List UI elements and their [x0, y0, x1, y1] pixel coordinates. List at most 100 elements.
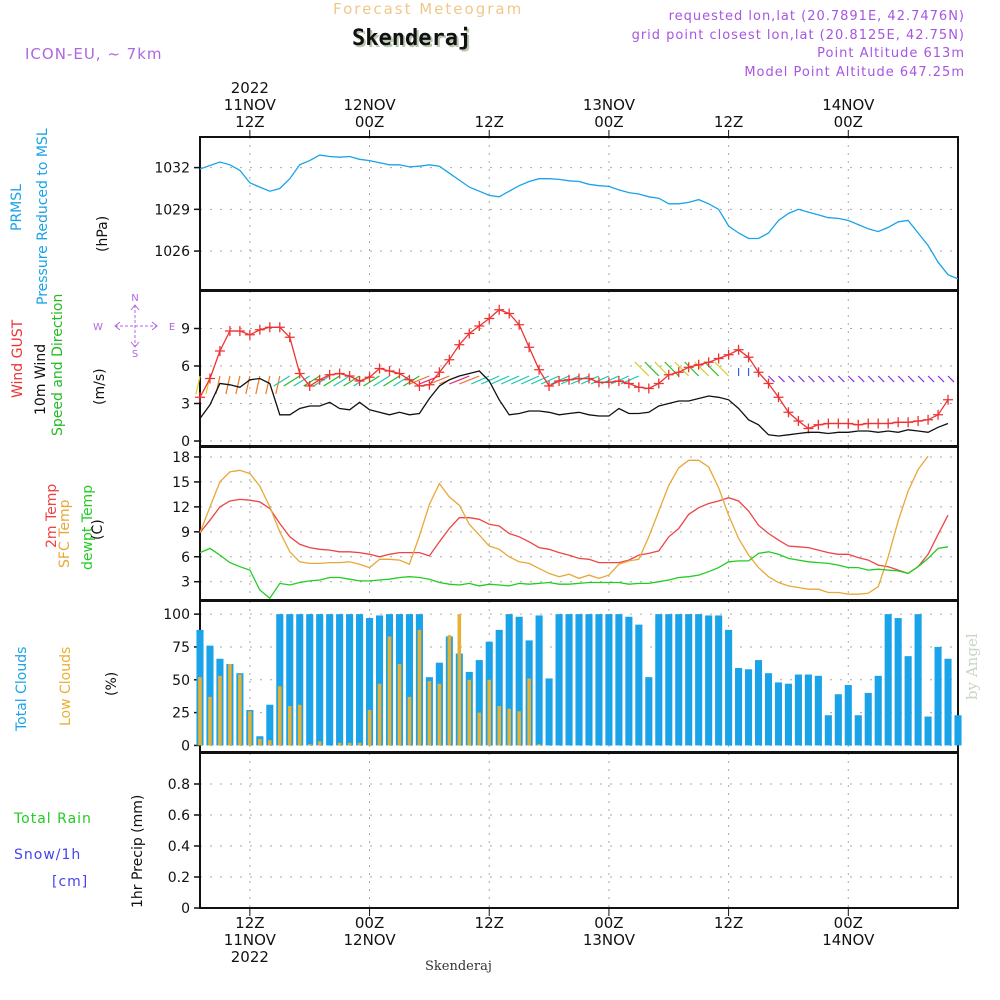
- low-clouds-bar: [228, 664, 232, 746]
- wind-direction-arrow: [867, 375, 875, 383]
- total-clouds-bar: [804, 674, 812, 746]
- low-clouds-bar: [238, 674, 242, 746]
- total-clouds-bar: [754, 660, 763, 746]
- low-clouds-bar: [258, 738, 262, 746]
- total-clouds-bar: [735, 667, 743, 746]
- y-tick-label: 0.4: [168, 839, 190, 855]
- wind-direction-arrow: [927, 375, 935, 383]
- gust-marker: [863, 418, 874, 429]
- low-clouds-bar: [377, 683, 382, 746]
- gust-marker: [454, 339, 465, 350]
- low-clouds-bar: [467, 679, 472, 746]
- gust-marker: [334, 368, 345, 379]
- grid-point-coords: grid point closest lon,lat (20.8125E, 42…: [631, 28, 965, 43]
- total-clouds-bar: [934, 646, 942, 746]
- gust-marker: [773, 392, 784, 403]
- wind-direction-arrow: [947, 375, 955, 383]
- total-clouds-bar: [784, 683, 792, 746]
- total-clouds-bar: [745, 669, 753, 746]
- wind-direction-arrow: [714, 361, 730, 377]
- gust-marker: [195, 392, 205, 403]
- wind-direction-arrow: [807, 375, 815, 383]
- gust-marker: [294, 368, 305, 379]
- wind-direction-arrow: [937, 375, 945, 383]
- gust-marker: [344, 371, 355, 381]
- total-rain-label: Total Rain: [14, 811, 92, 827]
- total-clouds-bar: [844, 685, 852, 746]
- gust-marker: [743, 352, 754, 363]
- total-clouds-bar: [346, 614, 354, 746]
- total-clouds-bar: [545, 678, 553, 746]
- gust-marker: [244, 329, 255, 340]
- gust-marker: [404, 374, 415, 385]
- total-clouds-bar: [894, 618, 902, 746]
- low-clouds-bar: [307, 744, 312, 746]
- y-tick-label: 0: [181, 901, 190, 917]
- x-tick-label-top: 00Z: [594, 113, 623, 131]
- x-tick-label-top: 14NOV: [822, 96, 875, 114]
- wind-direction-arrow: [303, 375, 321, 387]
- x-tick-label-top: 2022: [231, 79, 269, 97]
- total-clouds-bar: [495, 629, 503, 746]
- y-tick-label: 9: [181, 525, 190, 541]
- total-clouds-bar: [645, 677, 653, 746]
- x-tick-label-bottom: 11NOV: [224, 931, 277, 949]
- total-clouds-bar: [565, 614, 573, 746]
- x-tick-label-bottom: 2022: [231, 948, 269, 966]
- y-tick-label: 3: [181, 575, 190, 591]
- total-clouds-bar: [834, 694, 842, 746]
- gust-marker: [434, 367, 445, 378]
- total-clouds-bar: [864, 692, 872, 746]
- y-tick-label: 15: [172, 475, 190, 491]
- total-clouds-bar: [475, 660, 483, 746]
- wind-direction-arrow: [490, 375, 510, 385]
- x-tick-label-bottom: 00Z: [834, 914, 863, 932]
- y-tick-label: 0.2: [168, 870, 190, 886]
- low-clouds-bar: [527, 678, 531, 746]
- wind-direction-arrow: [480, 375, 500, 385]
- gust-marker: [384, 366, 395, 376]
- y-tick-label: 12: [172, 500, 190, 516]
- gust-marker: [284, 332, 295, 343]
- gust-marker: [444, 354, 455, 365]
- wind-direction-arrow: [857, 375, 865, 383]
- compass-legend: N W E S: [90, 291, 180, 361]
- total-clouds-bar: [356, 614, 364, 746]
- series-line-10m-wind: [199, 370, 949, 437]
- total-clouds-bar: [764, 673, 773, 746]
- total-clouds-bar: [944, 658, 952, 746]
- wind-direction-arrow: [459, 375, 480, 385]
- y-tick-label: 9: [181, 322, 190, 338]
- total-clouds-bar: [505, 614, 513, 746]
- total-clouds-bar: [954, 715, 962, 746]
- gust-marker: [424, 379, 435, 390]
- low-clouds-bar: [218, 675, 222, 746]
- y-tick-label: 75: [172, 640, 190, 656]
- total-clouds-bar: [924, 716, 932, 746]
- low-clouds-bar: [447, 635, 452, 746]
- gust-marker: [304, 381, 315, 391]
- total-clouds-bar: [854, 715, 862, 746]
- y-tick-label: 1026: [154, 244, 190, 260]
- x-tick-label-top: 11NOV: [224, 96, 277, 114]
- y-tick-label: 18: [172, 450, 190, 466]
- total-clouds-bar: [725, 629, 733, 746]
- wind-direction-arrow: [684, 361, 700, 377]
- x-tick-label-top: 12NOV: [343, 96, 396, 114]
- total-clouds-bar: [366, 618, 374, 746]
- y-tick-label: 0: [181, 738, 190, 754]
- low-clouds-bar: [367, 709, 372, 746]
- wind-direction-arrow: [245, 375, 251, 395]
- wind-direction-arrow: [704, 361, 720, 377]
- wind-direction-arrow: [273, 375, 291, 387]
- wind-direction-arrow: [500, 375, 520, 385]
- gust-marker: [643, 383, 654, 394]
- gust-marker: [793, 416, 804, 426]
- gust-marker: [913, 416, 924, 426]
- wind-direction-arrow: [265, 375, 271, 395]
- point-altitude: Point Altitude 613m: [817, 46, 965, 61]
- gust-marker: [633, 382, 644, 393]
- wind-direction-arrow: [470, 375, 490, 385]
- x-tick-label-top: 12Z: [714, 113, 743, 131]
- wind-direction-arrow: [674, 361, 690, 377]
